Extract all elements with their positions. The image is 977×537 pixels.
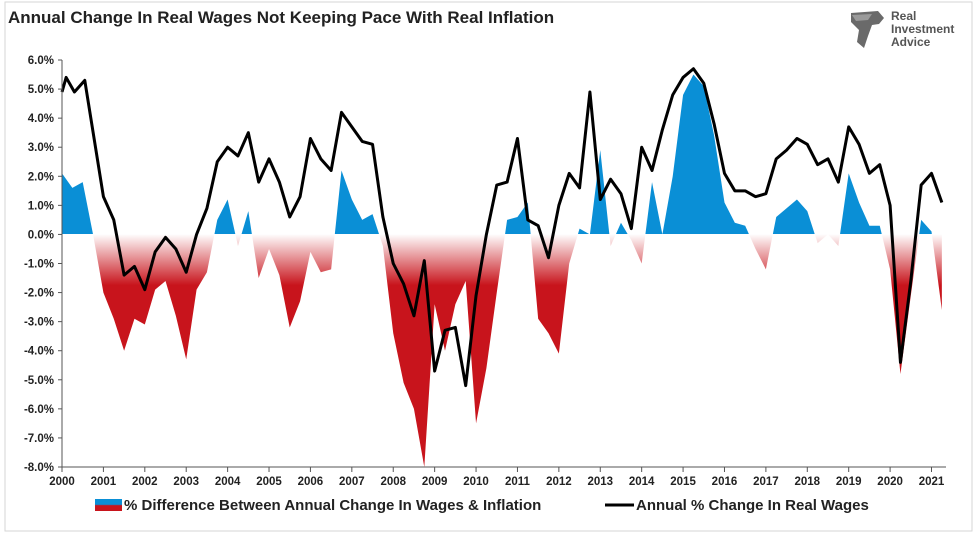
logo: Real Investment Advice — [851, 9, 954, 49]
y-tick-label: 3.0% — [28, 142, 54, 154]
y-tick-label: 4.0% — [28, 113, 54, 125]
legend-swatch-difference — [95, 499, 122, 511]
y-tick-label: -1.0% — [24, 259, 54, 271]
x-tick-label: 2011 — [505, 476, 531, 488]
x-tick-label: 2020 — [877, 476, 903, 488]
legend: % Difference Between Annual Change In Wa… — [95, 497, 869, 514]
y-ticks: 6.0% 5.0% 4.0% 3.0% 2.0% 1.0% 0.0% -1.0% -2.0% -3… — [24, 55, 62, 474]
chart-title: Annual Change In Real Wages Not Keeping … — [8, 8, 554, 27]
logo-line-3: Advice — [891, 35, 931, 49]
real-wages-line-group — [60, 67, 944, 388]
x-tick-label: 2001 — [91, 476, 117, 488]
y-tick-label: 2.0% — [28, 171, 54, 183]
real-wages-line — [60, 67, 944, 388]
x-tick-label: 2007 — [339, 476, 365, 488]
x-tick-label: 2019 — [836, 476, 862, 488]
x-ticks: 2000 2001 2002 2003 2004 2005 2006 2007 2008 2009… — [49, 467, 945, 488]
x-tick-label: 2018 — [794, 476, 820, 488]
x-tick-label: 2013 — [587, 476, 613, 488]
legend-label-difference: % Difference Between Annual Change In Wa… — [124, 497, 541, 514]
x-tick-label: 2008 — [380, 476, 406, 488]
x-tick-label: 2015 — [670, 476, 696, 488]
x-tick-label: 2000 — [49, 476, 75, 488]
eagle-wing-icon — [852, 14, 872, 21]
y-tick-label: -5.0% — [24, 375, 54, 387]
x-tick-label: 2009 — [422, 476, 448, 488]
x-tick-label: 2006 — [298, 476, 324, 488]
x-tick-label: 2005 — [256, 476, 282, 488]
logo-line-2: Investment — [891, 22, 954, 36]
x-tick-label: 2014 — [629, 476, 655, 488]
y-tick-label: 6.0% — [28, 55, 54, 67]
y-tick-label: -2.0% — [24, 288, 54, 300]
y-tick-label: -4.0% — [24, 346, 54, 358]
positive-difference-area — [62, 74, 932, 234]
y-tick-label: -3.0% — [24, 317, 54, 329]
chart-border — [4, 1, 973, 532]
negative-difference-area — [62, 234, 942, 467]
y-tick-label: -6.0% — [24, 404, 54, 416]
x-tick-label: 2004 — [215, 476, 241, 488]
y-tick-label: 0.0% — [28, 229, 54, 241]
x-tick-label: 2016 — [712, 476, 738, 488]
x-tick-label: 2003 — [173, 476, 199, 488]
y-tick-label: -8.0% — [24, 462, 54, 474]
legend-label-real-wages: Annual % Change In Real Wages — [636, 497, 869, 514]
x-tick-label: 2021 — [919, 476, 945, 488]
x-tick-label: 2017 — [753, 476, 779, 488]
y-tick-label: 5.0% — [28, 84, 54, 96]
logo-line-1: Real — [891, 9, 916, 23]
y-tick-label: -7.0% — [24, 433, 54, 445]
x-tick-label: 2012 — [546, 476, 572, 488]
x-tick-label: 2010 — [463, 476, 489, 488]
difference-area-group — [62, 74, 942, 467]
x-tick-label: 2002 — [132, 476, 158, 488]
y-tick-label: 1.0% — [28, 200, 54, 212]
